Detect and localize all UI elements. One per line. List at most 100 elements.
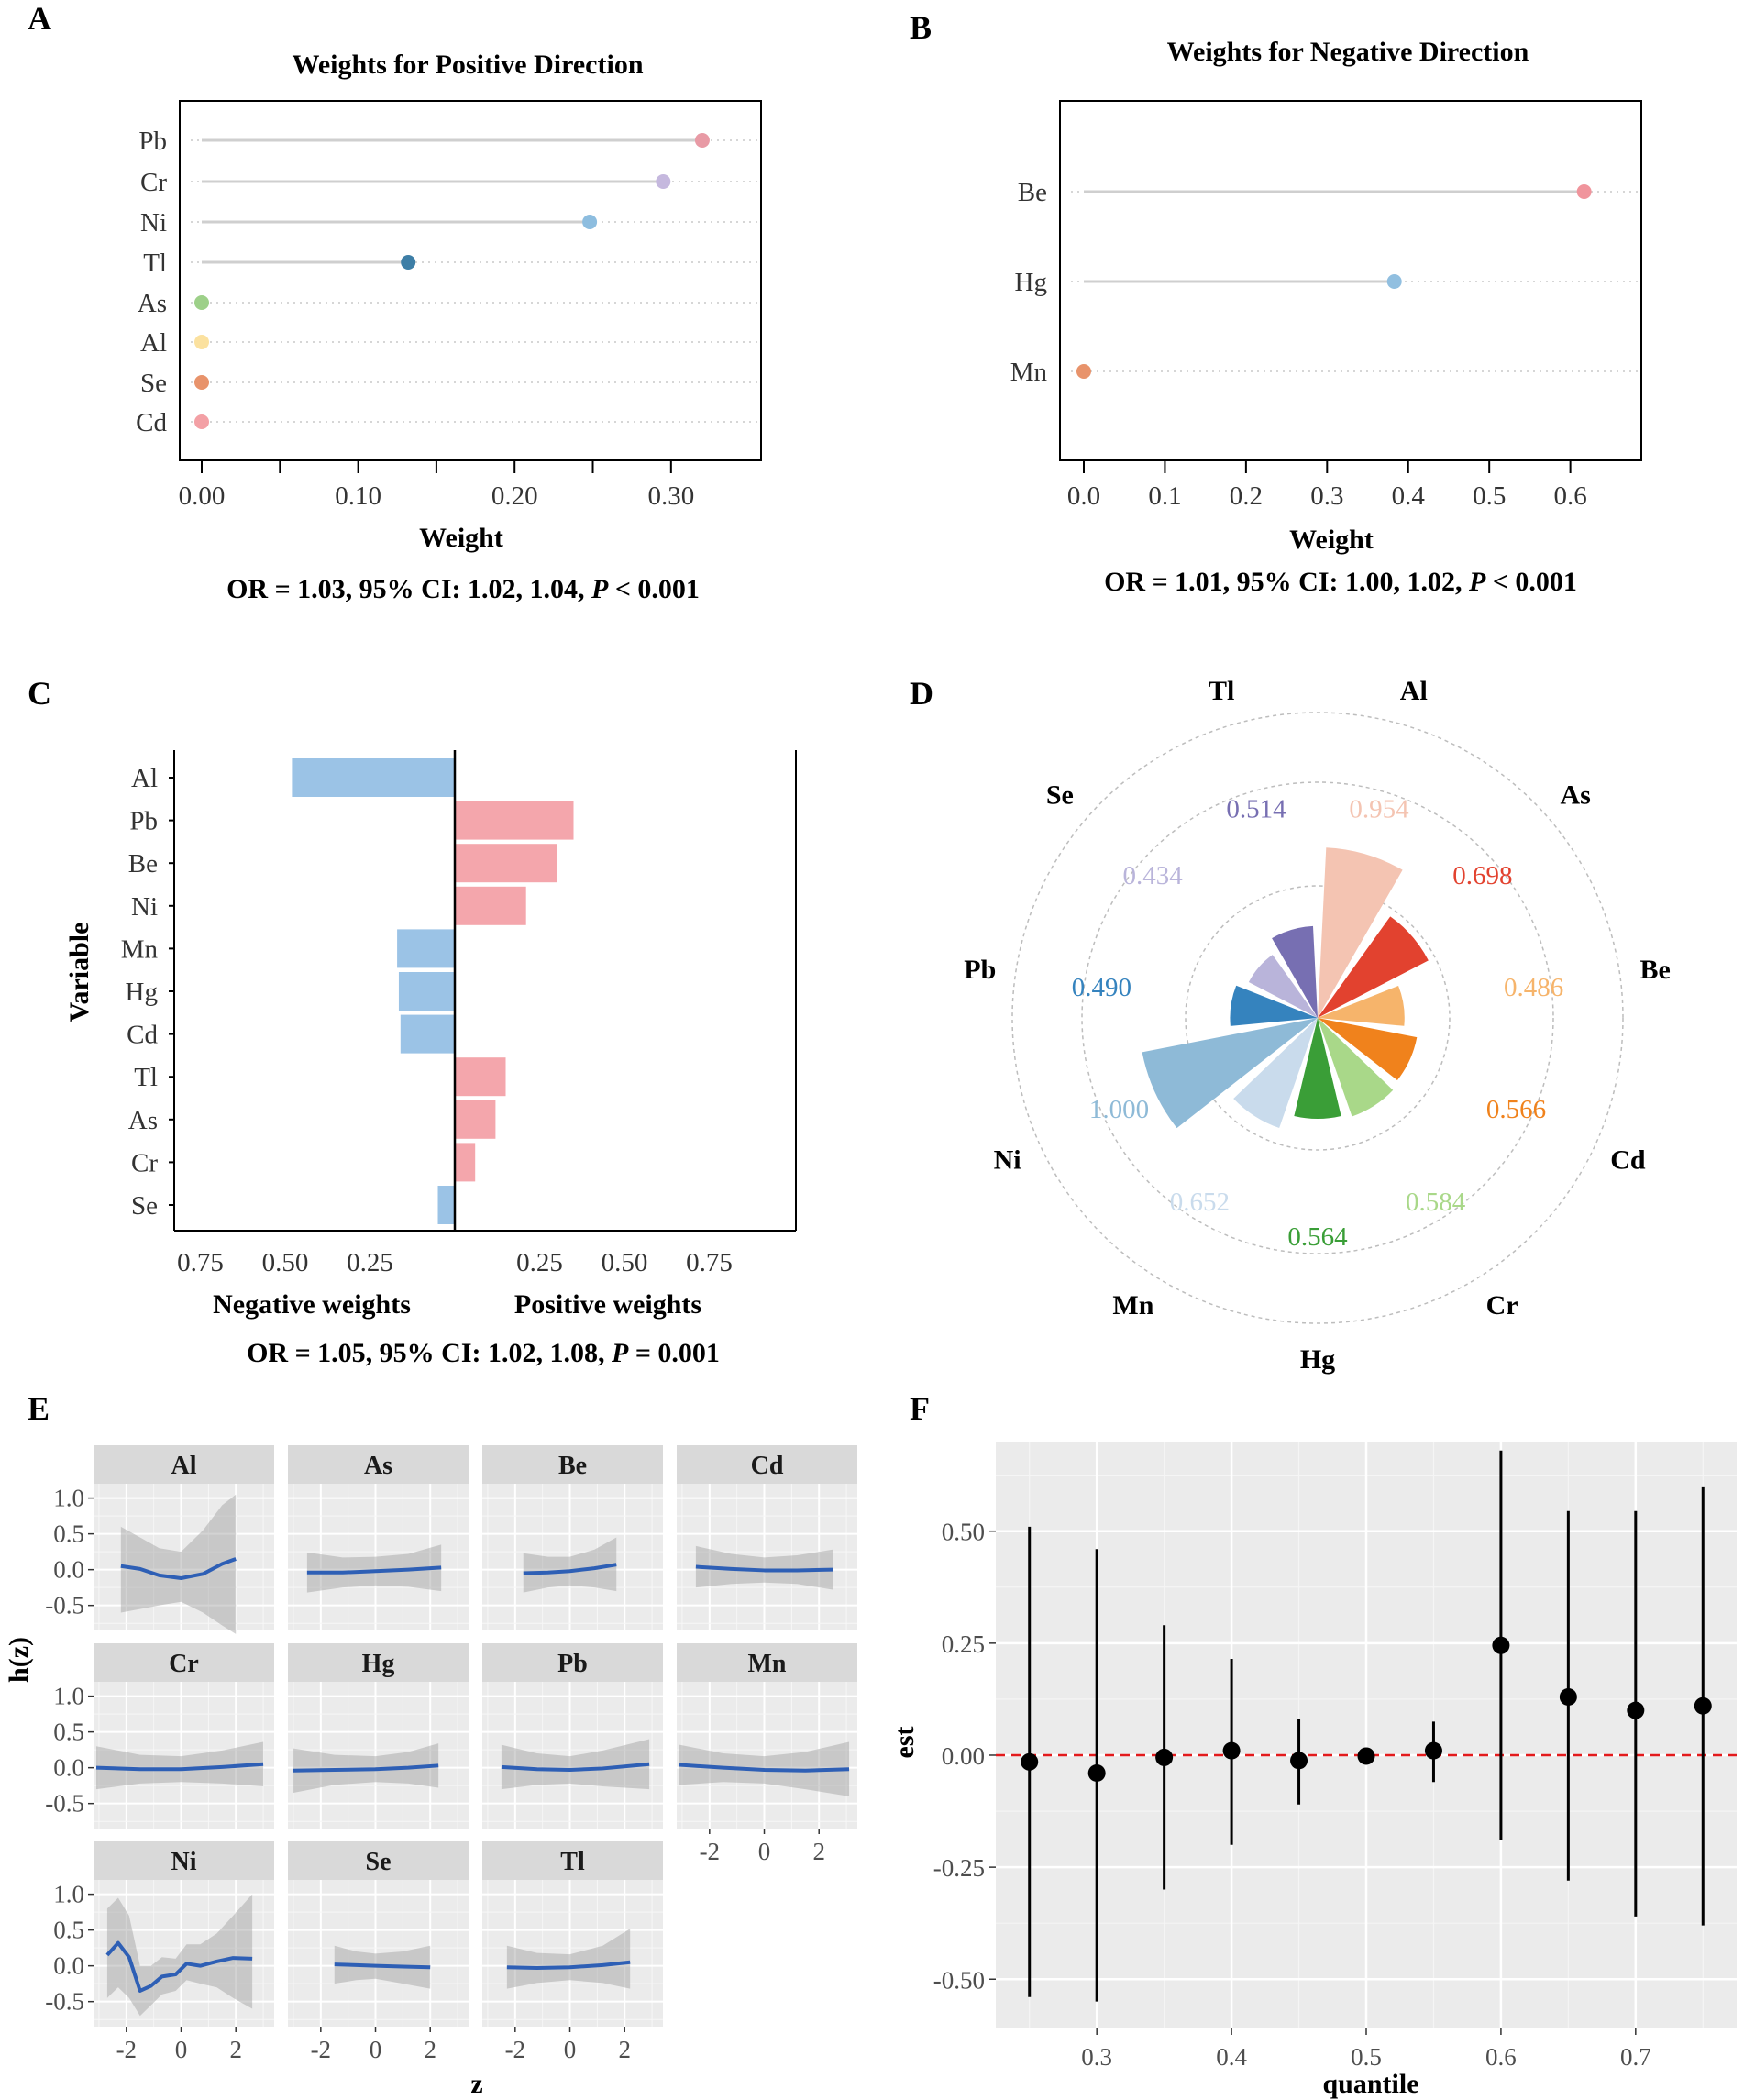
value-label-Cr: 0.584 bbox=[1406, 1188, 1466, 1217]
value-label-As: 0.698 bbox=[1452, 861, 1512, 890]
x-tick-label: 0.2 bbox=[1230, 481, 1263, 511]
x-tick-label: 0 bbox=[564, 2036, 577, 2063]
bar-Be bbox=[455, 844, 557, 883]
y-tick-label: 0.50 bbox=[942, 1519, 985, 1546]
y-tick-label: 0.5 bbox=[53, 1917, 84, 1944]
x-tick-label: 0 bbox=[758, 1838, 771, 1865]
point-Cd bbox=[194, 414, 209, 429]
panel-b-frame bbox=[1059, 100, 1642, 461]
value-label-Be: 0.486 bbox=[1504, 973, 1563, 1002]
point bbox=[1222, 1741, 1241, 1760]
bar-Se bbox=[437, 1186, 455, 1224]
wedge-Pb bbox=[1230, 985, 1318, 1026]
strip-label-Se: Se bbox=[366, 1848, 392, 1876]
label-Se: Se bbox=[131, 1191, 158, 1221]
label-Al: Al bbox=[131, 764, 158, 793]
strip-label-Mn: Mn bbox=[748, 1650, 787, 1678]
y-tick-label: -0.50 bbox=[933, 1966, 985, 1994]
y-tick-label: 1.0 bbox=[53, 1485, 84, 1512]
y-tick-label: 0.0 bbox=[53, 1754, 84, 1782]
strip-Pb bbox=[482, 1643, 663, 1682]
label-Be: Be bbox=[1018, 178, 1047, 207]
panel-e-ylabel: h(z) bbox=[4, 1637, 34, 1683]
panel-c-ylabel: Variable bbox=[64, 923, 94, 1022]
category-label-Al: Al bbox=[1400, 676, 1428, 706]
strip-label-Cr: Cr bbox=[169, 1650, 199, 1678]
bar-Cr bbox=[455, 1143, 476, 1182]
label-Pb: Pb bbox=[129, 807, 158, 836]
panel-f-ylabel: est bbox=[889, 1727, 920, 1759]
point-Cr bbox=[656, 174, 671, 189]
label-Al: Al bbox=[140, 328, 167, 358]
bar-Hg bbox=[398, 972, 455, 1011]
value-label-Se: 0.434 bbox=[1123, 861, 1184, 890]
value-label-Tl: 0.514 bbox=[1226, 795, 1286, 824]
label-Pb: Pb bbox=[138, 127, 167, 156]
category-label-Mn: Mn bbox=[1112, 1290, 1153, 1321]
panel-b-stat: OR = 1.01, 95% CI: 1.00, 1.02, P < 0.001 bbox=[1104, 567, 1577, 597]
point bbox=[1290, 1752, 1308, 1770]
x-tick-label: 0.10 bbox=[335, 481, 381, 511]
point bbox=[1559, 1687, 1577, 1706]
label-Ni: Ni bbox=[131, 892, 158, 922]
strip-Ni bbox=[94, 1841, 274, 1880]
strip-label-Tl: Tl bbox=[560, 1848, 585, 1876]
point-Se bbox=[194, 375, 209, 390]
y-tick-label: 0.0 bbox=[53, 1952, 84, 1980]
value-label-Hg: 0.564 bbox=[1287, 1222, 1348, 1252]
panel-letter-c: C bbox=[28, 675, 51, 712]
category-label-Tl: Tl bbox=[1209, 676, 1234, 706]
x-tick-label-neg: 0.25 bbox=[347, 1248, 393, 1277]
point-Be bbox=[1576, 184, 1592, 199]
point-Hg bbox=[1386, 274, 1402, 289]
point bbox=[1087, 1764, 1106, 1783]
label-As: As bbox=[138, 289, 167, 318]
curve-Tl bbox=[506, 1960, 631, 1970]
curve-Ni bbox=[105, 1940, 253, 1993]
bar-Al bbox=[292, 758, 455, 797]
x-tick-label-neg: 0.50 bbox=[262, 1248, 309, 1277]
panel-letter-f: F bbox=[910, 1390, 930, 1427]
curve-Hg bbox=[293, 1763, 439, 1773]
label-Cd: Cd bbox=[127, 1021, 158, 1050]
strip-label-Ni: Ni bbox=[171, 1848, 197, 1876]
curve-Mn bbox=[679, 1763, 850, 1773]
curve-Cr bbox=[95, 1762, 264, 1772]
strip-As bbox=[288, 1445, 469, 1484]
wedge-As bbox=[1318, 916, 1429, 1018]
strip-Al bbox=[94, 1445, 274, 1484]
ci-ribbon-Cd bbox=[695, 1545, 833, 1590]
panel-f-marks: 0.3 0.4 0.5 0.6 0.7 0.50 0.25 0.00 -0.25 -0.50 bbox=[933, 1442, 1737, 2071]
panel-a: A Weights for Positive Direction Weight … bbox=[28, 0, 762, 604]
curve-Pb bbox=[501, 1762, 650, 1772]
label-Se: Se bbox=[140, 369, 167, 398]
point bbox=[1694, 1697, 1712, 1715]
strip-Mn bbox=[677, 1643, 857, 1682]
x-tick-label: 0.6 bbox=[1485, 2043, 1517, 2071]
wedge-Tl bbox=[1272, 925, 1318, 1018]
x-tick-label: 0.6 bbox=[1554, 481, 1587, 511]
x-tick-label: 2 bbox=[229, 2036, 242, 2063]
y-tick-label: 1.0 bbox=[53, 1881, 84, 1908]
x-tick-label: 2 bbox=[812, 1838, 825, 1865]
panel-f: F est quantile 0.3 0.4 0.5 0.6 0.70.500.250.… bbox=[889, 1390, 1737, 2099]
panel-a-frame bbox=[179, 100, 762, 461]
ring-inner bbox=[1185, 885, 1451, 1151]
panel-e: E h(z) z Al 1.0 0.5 0.0 -0.5 As Be Cd Cr 1.0 0.5 0.… bbox=[4, 1390, 857, 2099]
curve-Se bbox=[334, 1962, 431, 1970]
x-tick-label: -2 bbox=[505, 2036, 526, 2063]
x-tick-label: 0.00 bbox=[179, 481, 226, 511]
strip-label-Al: Al bbox=[171, 1452, 197, 1480]
panel-c-marks: Al Pb Be Ni Mn Hg Cd Tl As Cr Se 0.75 0.50 0.25 0.25 0.… bbox=[121, 750, 797, 1277]
label-Ni: Ni bbox=[140, 208, 167, 238]
x-tick-label: -2 bbox=[116, 2036, 138, 2063]
category-label-Pb: Pb bbox=[964, 955, 996, 985]
panel-letter-e: E bbox=[28, 1390, 50, 1427]
wedge-Cd bbox=[1318, 1018, 1418, 1081]
ci-ribbon-Al bbox=[120, 1494, 237, 1634]
x-tick-label-neg: 0.75 bbox=[177, 1248, 224, 1277]
value-label-Ni: 1.000 bbox=[1089, 1095, 1149, 1124]
y-tick-label: 0.00 bbox=[942, 1742, 985, 1770]
panel-letter-a: A bbox=[28, 0, 51, 37]
y-tick-label: -0.5 bbox=[45, 1790, 84, 1818]
